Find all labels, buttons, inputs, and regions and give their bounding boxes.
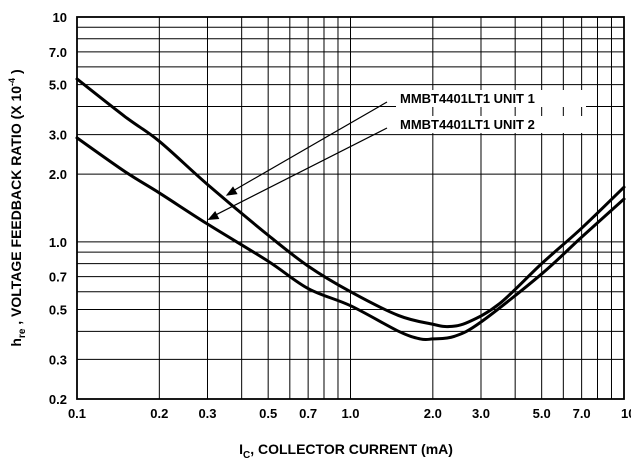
y-tick-label: 2.0 <box>49 167 67 182</box>
y-tick-label: 0.7 <box>49 270 67 285</box>
x-tick-label: 0.3 <box>198 406 216 421</box>
x-tick-label: 0.2 <box>150 406 168 421</box>
plot-frame <box>76 16 625 400</box>
x-tick-label: 0.7 <box>299 406 317 421</box>
legend-leader-line <box>229 101 388 194</box>
y-tick-label: 7.0 <box>49 45 67 60</box>
legend-label-background <box>396 90 586 107</box>
legend-label-unit-2: MMBT4401LT1 UNIT 2 <box>400 117 535 132</box>
x-tick-label: 3.0 <box>472 406 490 421</box>
grid <box>77 17 624 399</box>
x-tick-label: 5.0 <box>533 406 551 421</box>
legend-label-background <box>396 116 586 133</box>
y-tick-label: 0.3 <box>49 352 67 367</box>
x-tick-label: 0.1 <box>68 406 86 421</box>
series-lines <box>75 77 626 342</box>
y-axis-label: hre , VOLTAGE FEEDBACK RATIO (X 10-4 ) <box>7 69 28 346</box>
y-tick-label: 3.0 <box>49 128 67 143</box>
plot-border <box>76 16 625 400</box>
series-line-unit-2 <box>75 136 626 342</box>
legend-leader-line <box>211 127 388 218</box>
y-tick-label: 10 <box>53 10 67 25</box>
x-axis-label: IC, COLLECTOR CURRENT (mA) <box>239 441 453 461</box>
x-tick-label: 7.0 <box>573 406 591 421</box>
legend-label-unit-1: MMBT4401LT1 UNIT 1 <box>400 91 535 106</box>
y-tick-label: 0.2 <box>49 392 67 407</box>
legend-arrowhead <box>225 186 238 196</box>
x-tick-label: 1.0 <box>341 406 359 421</box>
y-tick-label: 0.5 <box>49 303 67 318</box>
x-tick-label: 10 <box>621 406 631 421</box>
y-tick-labels: 0.2 0.3 0.5 0.7 1.0 2.0 3.0 5.0 7.0 10 <box>49 10 67 407</box>
x-tick-label: 0.5 <box>259 406 277 421</box>
x-tick-label: 2.0 <box>424 406 442 421</box>
y-tick-label: 1.0 <box>49 235 67 250</box>
x-tick-labels: 0.1 0.2 0.3 0.5 0.7 1.0 2.0 3.0 5.0 7.0 10 <box>68 406 631 421</box>
y-tick-label: 5.0 <box>49 78 67 93</box>
legend: MMBT4401LT1 UNIT 1 MMBT4401LT1 UNIT 2 <box>207 90 586 221</box>
legend-arrowhead <box>207 211 220 221</box>
series-line-unit-1 <box>75 77 626 329</box>
